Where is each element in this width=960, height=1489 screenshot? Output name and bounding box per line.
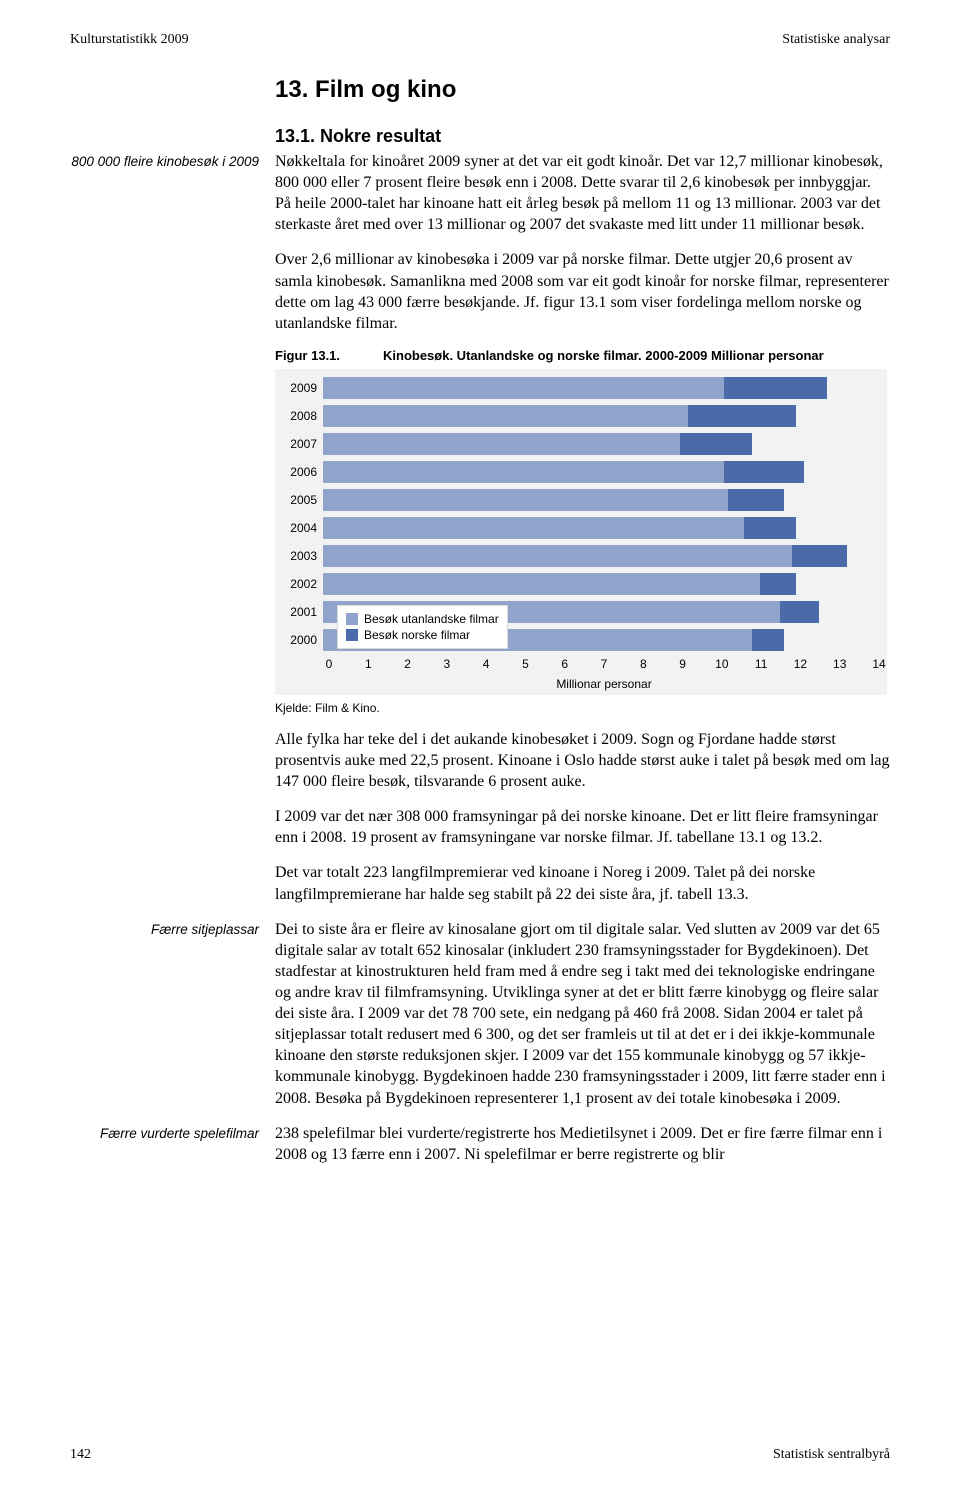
bar-row: 2005 xyxy=(283,489,879,511)
bar-segment-norwegian xyxy=(688,405,795,427)
doc-title-left: Kulturstatistikk 2009 xyxy=(70,32,189,48)
x-tick: 9 xyxy=(679,657,686,671)
paragraph-5: Det var totalt 223 langfilmpremierar ved… xyxy=(275,862,890,904)
bar-year-label: 2000 xyxy=(283,633,323,647)
bar-segment-norwegian xyxy=(724,461,803,483)
paragraph-7: 238 spelefilmar blei vurderte/registrert… xyxy=(275,1123,890,1165)
x-tick: 6 xyxy=(561,657,568,671)
paragraph-1: Nøkkeltala for kinoåret 2009 syner at de… xyxy=(275,151,890,235)
legend-swatch-norwegian xyxy=(346,629,358,641)
x-tick: 0 xyxy=(326,657,333,671)
x-tick: 7 xyxy=(601,657,608,671)
x-tick: 12 xyxy=(794,657,807,671)
bar-segment-norwegian xyxy=(680,433,751,455)
legend-label-norwegian: Besøk norske filmar xyxy=(364,628,470,642)
bar-segment-norwegian xyxy=(760,573,796,595)
bar-segment-norwegian xyxy=(792,545,848,567)
x-tick: 3 xyxy=(444,657,451,671)
bar-segment-foreign xyxy=(323,517,744,539)
figure-number: Figur 13.1. xyxy=(275,348,383,363)
bar-segment-foreign xyxy=(323,573,760,595)
bar-segment-foreign xyxy=(323,489,728,511)
x-tick: 10 xyxy=(715,657,728,671)
bar-year-label: 2002 xyxy=(283,577,323,591)
section-title: 13. Film og kino xyxy=(275,76,890,104)
margin-note-1: 800 000 fleire kinobesøk i 2009 xyxy=(70,151,275,171)
bar-segment-foreign xyxy=(323,377,724,399)
bar-year-label: 2005 xyxy=(283,493,323,507)
bar-segment-norwegian xyxy=(752,629,784,651)
margin-note-3: Færre vurderte spelefilmar xyxy=(70,1123,275,1143)
bar-row: 2003 xyxy=(283,545,879,567)
bar-year-label: 2006 xyxy=(283,465,323,479)
bar-segment-norwegian xyxy=(744,517,796,539)
legend-swatch-foreign xyxy=(346,613,358,625)
bar-chart: 2009 2008 2007 2006 2005 2004 2003 2002 2001 2000… xyxy=(275,369,887,695)
figure-source: Kjelde: Film & Kino. xyxy=(275,701,890,715)
x-tick: 13 xyxy=(833,657,846,671)
page-number: 142 xyxy=(70,1447,91,1463)
paragraph-2: Over 2,6 millionar av kinobesøka i 2009 … xyxy=(275,249,890,333)
x-tick: 1 xyxy=(365,657,372,671)
doc-title-right: Statistiske analysar xyxy=(782,32,890,48)
legend-label-foreign: Besøk utanlandske filmar xyxy=(364,612,499,626)
bar-row: 2007 xyxy=(283,433,879,455)
x-tick: 14 xyxy=(872,657,885,671)
bar-row: 2009 xyxy=(283,377,879,399)
bar-segment-foreign xyxy=(323,545,792,567)
bar-segment-foreign xyxy=(323,405,688,427)
subsection-title: 13.1. Nokre resultat xyxy=(275,126,890,147)
paragraph-3: Alle fylka har teke del i det aukande ki… xyxy=(275,729,890,792)
x-tick: 2 xyxy=(404,657,411,671)
bar-year-label: 2003 xyxy=(283,549,323,563)
bar-segment-foreign xyxy=(323,461,724,483)
x-tick: 8 xyxy=(640,657,647,671)
bar-segment-norwegian xyxy=(780,601,820,623)
chart-legend: Besøk utanlandske filmar Besøk norske fi… xyxy=(337,605,508,649)
x-tick: 4 xyxy=(483,657,490,671)
bar-segment-norwegian xyxy=(724,377,827,399)
x-tick: 5 xyxy=(522,657,529,671)
paragraph-6: Dei to siste åra er fleire av kinosalane… xyxy=(275,919,890,1109)
bar-segment-norwegian xyxy=(728,489,784,511)
bar-row: 2008 xyxy=(283,405,879,427)
bar-segment-foreign xyxy=(323,433,680,455)
bar-year-label: 2009 xyxy=(283,381,323,395)
x-axis-label: Millionar personar xyxy=(329,677,879,691)
footer-right: Statistisk sentralbyrå xyxy=(773,1447,890,1463)
bar-row: 2006 xyxy=(283,461,879,483)
figure-title: Kinobesøk. Utanlandske og norske filmar.… xyxy=(383,348,824,363)
bar-year-label: 2007 xyxy=(283,437,323,451)
x-tick: 11 xyxy=(755,657,767,671)
bar-row: 2002 xyxy=(283,573,879,595)
bar-year-label: 2001 xyxy=(283,605,323,619)
bar-year-label: 2008 xyxy=(283,409,323,423)
bar-row: 2004 xyxy=(283,517,879,539)
margin-note-2: Færre sitjeplassar xyxy=(70,919,275,939)
paragraph-4: I 2009 var det nær 308 000 framsyningar … xyxy=(275,806,890,848)
bar-year-label: 2004 xyxy=(283,521,323,535)
